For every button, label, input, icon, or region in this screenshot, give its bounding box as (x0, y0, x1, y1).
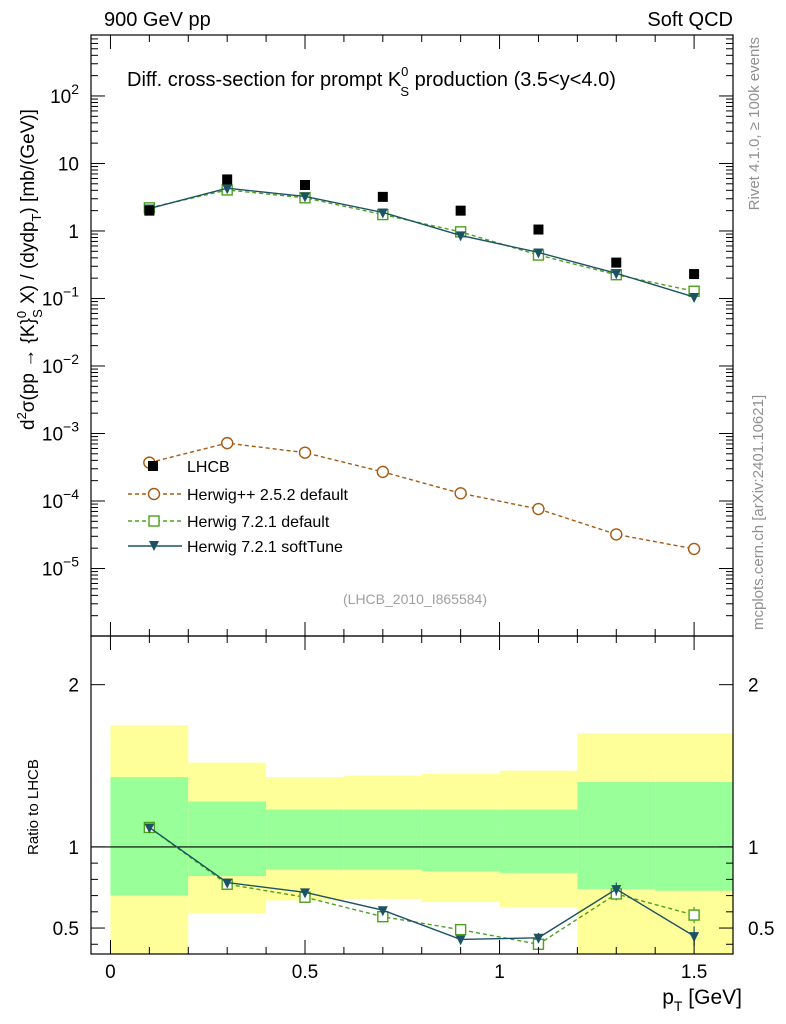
category-label: Soft QCD (647, 9, 733, 31)
ratio-y-tick-label: 2 (68, 676, 79, 697)
main-point-0 (144, 205, 155, 216)
main-line-3 (149, 187, 695, 298)
ratio-axes: 0.5 0.5 1 1 2 2 0 0.5 1 1.5 (53, 636, 774, 983)
main-panel: 10−5 10−4 10−3 10−2 10−1 1 10 102 Diff. cross-s… (14, 34, 734, 637)
main-y-tick-label: 10−1 (42, 283, 79, 310)
ratio-panel: 0.5 0.5 1 1 2 2 0 0.5 1 1.5 Ratio to LHCB pT [GeV… (25, 635, 774, 1014)
energy-label: 900 GeV pp (104, 9, 211, 31)
ratio-y-axis-label: Ratio to LHCB (25, 759, 42, 855)
main-point-0 (533, 224, 544, 235)
ratio-y-tick-label-right: 1 (748, 838, 759, 859)
main-y-tick-label: 10−4 (42, 486, 79, 513)
legend-marker-herwigpp (147, 487, 161, 501)
main-point-3 (377, 208, 388, 219)
legend-label-herwig721: Herwig 7.2.1 default (187, 514, 330, 531)
ratio-point-1 (377, 906, 388, 917)
ratio-band-inner (343, 809, 422, 870)
ratio-bands (110, 725, 733, 954)
main-point-0 (377, 191, 388, 202)
main-point-0 (455, 205, 466, 216)
ratio-point-1 (689, 932, 700, 943)
ratio-band-inner (577, 782, 656, 890)
ratio-y-tick-label-right: 2 (748, 676, 759, 697)
x-axis-label: pT [GeV] (662, 986, 742, 1014)
main-point-3 (611, 269, 622, 280)
legend-marker-lhcb (148, 461, 158, 471)
ratio-line-1 (148, 826, 695, 941)
legend-marker-softtune (149, 541, 159, 551)
ratio-band-inner (110, 777, 189, 896)
main-y-axis-label: d2σ(pp → {K}0S X) / (dydpT) [mb/(GeV)] (14, 109, 45, 430)
chart-title: Diff. cross-section for prompt K0 S produ… (127, 64, 616, 99)
main-point-1 (298, 446, 312, 459)
main-point-0 (689, 269, 700, 280)
main-y-axis: 10−5 10−4 10−3 10−2 10−1 1 10 102 (42, 34, 734, 637)
main-point-1 (532, 502, 545, 516)
main-point-3 (533, 248, 544, 259)
main-point-1 (376, 465, 390, 479)
ratio-line-0 (148, 826, 695, 946)
main-y-tick-label: 10−5 (42, 553, 79, 580)
main-point-0 (611, 257, 622, 268)
main-point-1 (220, 436, 234, 450)
main-y-tick-label: 102 (50, 81, 79, 108)
main-point-0 (222, 174, 233, 185)
ratio-frame (90, 635, 734, 955)
legend-label-softtune: Herwig 7.2.1 softTune (187, 539, 343, 556)
main-point-3 (455, 231, 466, 242)
x-tick-label: 0.5 (292, 962, 318, 983)
ratio-band-inner (266, 809, 344, 870)
ratio-band-inner (655, 782, 733, 891)
legend-marker-herwig721 (148, 515, 160, 527)
ratio-point-1 (144, 823, 155, 834)
main-y-tick-label: 10−2 (42, 351, 79, 378)
ratio-y-tick-label-right: 0.5 (748, 919, 774, 940)
main-point-1 (610, 528, 623, 541)
main-line-2 (149, 189, 695, 292)
x-tick-label: 1.5 (681, 962, 707, 983)
x-tick-label: 0 (105, 962, 116, 983)
ratio-band-inner (421, 809, 500, 872)
legend: LHCB Herwig++ 2.5.2 default Herwig 7.2.1… (128, 459, 349, 556)
main-y-tick-label: 10 (58, 154, 79, 175)
legend-label-lhcb: LHCB (187, 459, 230, 476)
main-y-tick-label: 10−3 (42, 418, 79, 445)
main-point-1 (687, 542, 701, 556)
main-point-3 (300, 192, 310, 203)
ratio-point-1 (222, 878, 233, 889)
main-line-1 (149, 442, 695, 550)
analysis-id: (LHCB_2010_I865584) (343, 591, 487, 607)
main-series-layer (143, 174, 701, 556)
ratio-y-tick-label: 1 (68, 838, 79, 859)
ratio-point-1 (533, 933, 544, 944)
main-y-tick-label: 1 (68, 222, 79, 243)
ratio-point-1 (300, 888, 310, 899)
ratio-y-tick-label: 0.5 (53, 919, 79, 940)
x-tick-label: 1 (494, 962, 505, 983)
main-point-3 (222, 184, 233, 195)
ratio-point-1 (611, 885, 622, 896)
ratio-band-inner (188, 801, 267, 877)
legend-label-herwigpp: Herwig++ 2.5.2 default (187, 487, 349, 504)
main-point-0 (300, 179, 310, 190)
main-point-3 (689, 293, 700, 304)
main-point-1 (454, 487, 467, 500)
ratio-point-0 (688, 909, 700, 921)
mcplots-label: mcplots.cern.ch [arXiv:2401.10621] (750, 395, 767, 630)
ratio-point-0 (454, 923, 467, 936)
rivet-version-label: Rivet 4.1.0, ≥ 100k events (746, 37, 763, 210)
ratio-point-1 (455, 935, 466, 946)
ratio-band-inner (499, 809, 578, 873)
